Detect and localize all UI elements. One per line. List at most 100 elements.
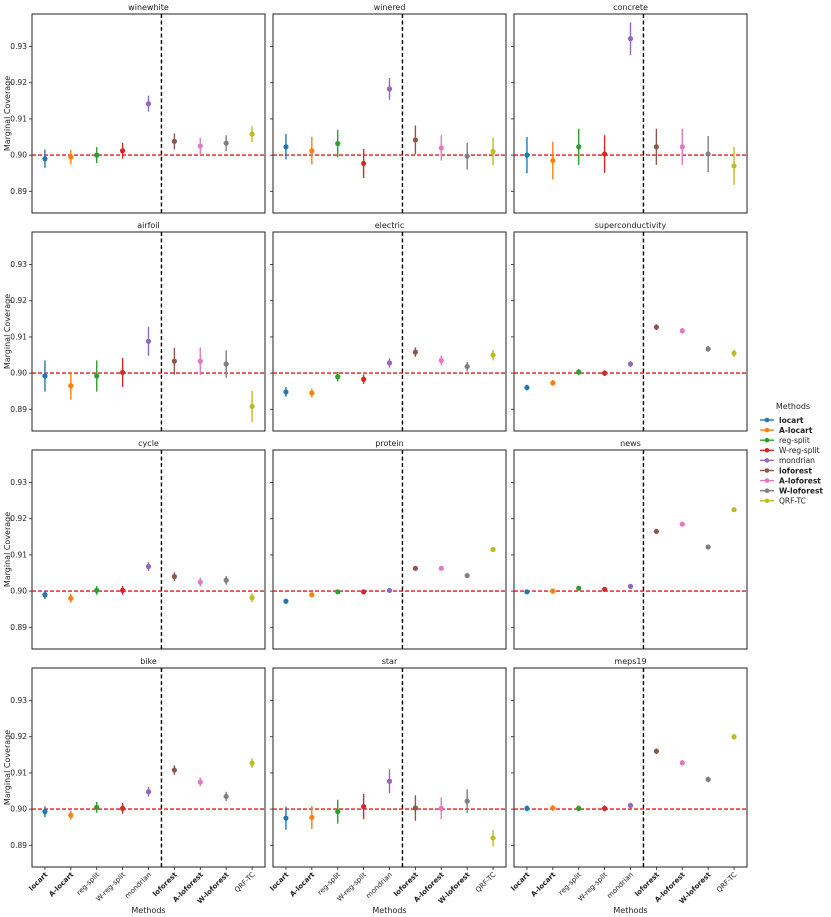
point-reg-split: [335, 809, 341, 815]
y-tick-label: 0.93: [10, 478, 27, 487]
y-tick-label: 0.91: [10, 550, 27, 559]
point-reg-split: [94, 587, 100, 593]
point-W-loforest: [223, 793, 229, 800]
point-reg-split: [94, 152, 100, 158]
point-A-locart: [550, 380, 556, 386]
legend-item-QRF-TC: QRF-TC: [760, 497, 806, 506]
point-A-locart: [309, 390, 315, 396]
point-mondrian: [145, 563, 152, 570]
point-locart: [42, 156, 48, 162]
legend-item-reg-split: reg-split: [760, 436, 810, 445]
point-QRF-TC: [731, 350, 737, 356]
panel-title: superconductivity: [595, 221, 667, 230]
x-tick-label: mondrian: [124, 871, 153, 900]
legend-item-locart: locart: [760, 416, 804, 425]
point-A-locart: [68, 812, 74, 818]
y-axis-label: Marginal Coverage: [3, 76, 12, 151]
x-tick-label: locart: [510, 870, 532, 892]
point-W-reg-split: [120, 148, 126, 154]
legend-title: Methods: [776, 402, 810, 411]
point-QRF-TC: [490, 546, 496, 553]
x-tick-label: QRF-TC: [715, 871, 738, 894]
point-W-reg-split: [602, 151, 608, 157]
point-W-reg-split: [120, 587, 126, 593]
point-W-reg-split: [602, 586, 608, 592]
y-tick-label: 0.89: [10, 623, 27, 632]
y-axis-label: Marginal Coverage: [3, 730, 12, 805]
y-tick-label: 0.92: [10, 296, 27, 305]
x-tick-label: mondrian: [606, 871, 635, 900]
legend-marker: [764, 498, 770, 504]
point-A-locart: [550, 805, 556, 811]
point-locart: [42, 373, 48, 379]
point-mondrian: [386, 360, 393, 366]
panel-frame: [513, 667, 748, 868]
panel-title: cycle: [138, 439, 159, 448]
y-tick-label: 0.91: [10, 768, 27, 777]
point-W-loforest: [223, 140, 229, 146]
point-W-loforest: [464, 572, 470, 579]
x-axis-label: Methods: [372, 906, 406, 915]
point-reg-split: [94, 804, 100, 810]
point-A-loforest: [679, 760, 685, 766]
legend-marker: [764, 437, 770, 443]
point-A-locart: [309, 148, 315, 154]
point-loforest: [653, 528, 659, 535]
point-reg-split: [576, 805, 582, 811]
point-loforest: [412, 565, 418, 571]
point-W-reg-split: [120, 805, 126, 811]
legend-item-W-reg-split: W-reg-split: [760, 446, 820, 455]
panel-cycle: cycle 0.89 0.90 0.91 0.92 0.93 Marginal Covera…: [3, 439, 266, 650]
point-QRF-TC: [731, 507, 737, 513]
x-tick-label: QRF-TC: [474, 871, 497, 894]
panel-title: concrete: [613, 3, 648, 12]
point-QRF-TC: [249, 760, 255, 766]
point-mondrian: [386, 587, 393, 593]
legend-marker: [764, 427, 770, 433]
point-W-loforest: [705, 346, 711, 352]
y-tick-label: 0.90: [10, 369, 27, 378]
legend-label: W-loforest: [779, 487, 823, 496]
y-tick-label: 0.91: [10, 332, 27, 341]
point-loforest: [653, 324, 659, 330]
panel-winered: winered: [270, 3, 507, 214]
point-loforest: [171, 358, 177, 364]
panel-title: winewhite: [128, 3, 169, 12]
point-reg-split: [335, 374, 341, 380]
point-A-loforest: [679, 144, 685, 150]
panel-concrete: concrete: [511, 3, 748, 214]
point-loforest: [412, 137, 418, 143]
panel-frame: [31, 667, 266, 868]
panel-superconductivity: superconductivity: [511, 221, 748, 432]
panel-frame: [272, 449, 507, 650]
point-A-loforest: [197, 358, 203, 364]
y-tick-label: 0.90: [10, 805, 27, 814]
point-A-loforest: [438, 145, 444, 151]
panel-frame: [31, 13, 266, 214]
x-axis-label: Methods: [613, 906, 647, 915]
panel-title: bike: [140, 657, 157, 666]
x-tick-label: reg-split: [557, 871, 583, 897]
legend-label: A-loforest: [779, 476, 821, 485]
y-tick-label: 0.93: [10, 696, 27, 705]
point-A-loforest: [197, 143, 203, 149]
point-W-reg-split: [361, 376, 367, 382]
legend-marker: [764, 478, 770, 483]
point-QRF-TC: [249, 131, 255, 137]
point-A-loforest: [197, 579, 203, 585]
x-tick-label: reg-split: [75, 871, 101, 897]
y-tick-label: 0.92: [10, 78, 27, 87]
x-axis-label: Methods: [131, 906, 165, 915]
point-reg-split: [576, 369, 582, 375]
y-tick-label: 0.93: [10, 42, 27, 51]
panel-airfoil: airfoil 0.89 0.90 0.91 0.92 0.93 Marginal Cove…: [3, 221, 266, 432]
x-tick-label: locart: [28, 870, 50, 892]
legend-marker: [764, 468, 770, 473]
point-W-loforest: [464, 363, 470, 370]
legend-marker: [764, 458, 770, 463]
legend-marker: [764, 448, 770, 453]
point-loforest: [412, 349, 418, 355]
point-QRF-TC: [731, 163, 737, 169]
point-reg-split: [576, 585, 582, 591]
